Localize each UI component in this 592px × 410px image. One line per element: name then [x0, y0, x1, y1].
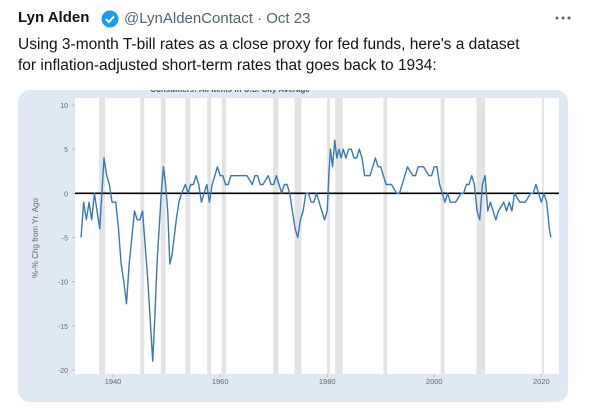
- verified-badge: [101, 10, 119, 28]
- x-tick-label: 2020: [533, 377, 550, 386]
- author-meta[interactable]: @LynAldenContact · Oct 23: [124, 10, 311, 27]
- recession-band: [221, 98, 227, 374]
- x-tick-label: 1980: [319, 377, 336, 386]
- y-tick-label: -20: [58, 368, 68, 375]
- tweet-text: Using 3-month T-bill rates as a close pr…: [18, 36, 520, 53]
- recession-band: [327, 98, 330, 374]
- y-tick-label: -15: [58, 324, 68, 331]
- chart-title: Consumers: All Items in U.S. City Averag…: [150, 85, 310, 94]
- recession-band: [160, 98, 166, 374]
- more-button[interactable]: [553, 10, 573, 22]
- y-tick-label: 10: [60, 103, 68, 110]
- recession-band: [99, 98, 106, 374]
- author-name[interactable]: Lyn Alden: [18, 9, 90, 26]
- y-tick-label: -5: [62, 236, 68, 243]
- x-tick-label: 1940: [105, 377, 122, 386]
- recession-band: [273, 98, 279, 374]
- recession-band: [440, 98, 445, 374]
- y-tick-label: -10: [58, 280, 68, 287]
- recession-band: [476, 98, 486, 374]
- x-tick-label: 1960: [212, 377, 229, 386]
- data-line: [80, 139, 552, 362]
- tweet-text: for inflation-adjusted short-term rates …: [18, 57, 437, 74]
- y-tick-label: 0: [64, 191, 68, 198]
- plot-area: [75, 98, 559, 374]
- recession-band: [541, 98, 544, 374]
- x-tick-label: 2000: [426, 377, 443, 386]
- y-tick-label: 5: [64, 147, 68, 154]
- y-axis-label: %-% Chg from Yr. Ago: [31, 198, 40, 278]
- recession-band: [335, 98, 343, 374]
- recession-band: [140, 98, 145, 374]
- recession-band: [207, 98, 212, 374]
- recession-band: [383, 98, 388, 374]
- recession-band: [185, 98, 191, 374]
